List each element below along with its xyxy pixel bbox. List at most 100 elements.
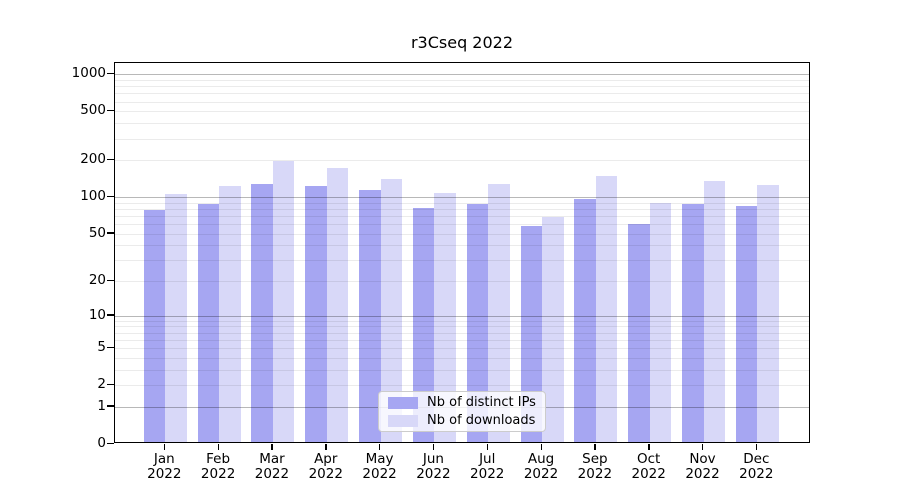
- bar-distinct-ips: [682, 204, 704, 442]
- gridline-major: [115, 197, 809, 199]
- x-axis-tick-mark: [432, 444, 435, 450]
- x-axis-tick-mark: [379, 444, 381, 450]
- month-year: 2022: [416, 466, 451, 482]
- gridline-minor: [115, 385, 809, 387]
- x-axis-month-label: Apr 2022: [296, 452, 356, 482]
- gridline-minor: [115, 332, 809, 334]
- gridline-minor: [115, 202, 809, 204]
- bar-distinct-ips: [466, 203, 489, 442]
- x-axis-tick-mark: [594, 444, 596, 450]
- month-year: 2022: [523, 466, 559, 482]
- gridline-minor: [115, 348, 809, 350]
- bar-distinct-ips: [520, 225, 543, 442]
- month-name: Jul: [479, 451, 496, 467]
- legend-item-downloads: Nb of downloads: [388, 413, 536, 428]
- x-axis-tick-mark: [271, 444, 273, 450]
- bar-distinct-ips: [305, 186, 327, 442]
- legend-swatch-downloads: [388, 414, 418, 427]
- y-axis-tick-mark: [107, 195, 114, 197]
- bar-distinct-ips: [412, 208, 435, 442]
- month-year: 2022: [147, 466, 182, 482]
- bar-downloads: [488, 183, 510, 442]
- gridline-minor: [115, 86, 809, 88]
- month-name: Mar: [259, 451, 285, 467]
- x-axis-month-label: Aug 2022: [511, 452, 571, 482]
- x-axis-tick-mark: [163, 444, 166, 450]
- gridline-minor: [115, 369, 809, 371]
- month-name: Nov: [689, 451, 716, 467]
- x-axis-month-label: Jun 2022: [403, 452, 463, 482]
- gridline-minor: [115, 111, 809, 113]
- month-year: 2022: [362, 466, 397, 482]
- month-name: Jun: [422, 451, 444, 467]
- y-axis-tick-label: 10: [88, 306, 106, 323]
- bar-downloads: [219, 186, 241, 442]
- x-axis-tick-mark: [217, 444, 219, 450]
- bar-downloads: [272, 160, 295, 442]
- y-axis-tick-label: 0: [97, 435, 106, 451]
- gridline-minor: [115, 326, 809, 328]
- y-axis-tick-mark: [107, 442, 114, 444]
- month-year: 2022: [470, 466, 505, 482]
- month-year: 2022: [631, 466, 666, 482]
- y-axis-tick-mark: [107, 405, 114, 407]
- gridline-minor: [115, 208, 809, 210]
- x-axis-month-label: Mar 2022: [242, 452, 302, 482]
- x-axis-month-label: Feb 2022: [188, 452, 248, 482]
- month-name: Aug: [527, 451, 555, 467]
- bar-downloads: [434, 192, 456, 442]
- legend-label-distinct-ips: Nb of distinct IPs: [427, 395, 536, 410]
- gridline-minor: [115, 233, 809, 235]
- bar-downloads: [595, 176, 618, 442]
- x-axis-tick-mark: [325, 444, 327, 450]
- month-year: 2022: [308, 466, 343, 482]
- x-axis-month-label: May 2022: [350, 452, 410, 482]
- x-axis-tick-mark: [702, 444, 704, 450]
- y-axis-tick-mark: [107, 279, 114, 282]
- y-axis-tick-mark: [107, 158, 114, 161]
- x-axis-tick-mark: [486, 444, 489, 450]
- month-year: 2022: [254, 466, 290, 482]
- y-axis-tick-mark: [107, 109, 114, 112]
- gridline-minor: [115, 93, 809, 95]
- y-axis-tick-label: 1000: [71, 65, 106, 82]
- month-name: Apr: [314, 451, 338, 467]
- y-axis-tick-label: 5: [97, 339, 106, 356]
- bar-distinct-ips: [628, 224, 650, 442]
- bar-downloads: [165, 194, 187, 442]
- bar-distinct-ips: [359, 190, 381, 442]
- y-axis-tick-label: 20: [88, 272, 106, 289]
- legend-label-downloads: Nb of downloads: [427, 413, 536, 428]
- legend: Nb of distinct IPs Nb of downloads: [378, 391, 546, 432]
- month-name: Sep: [582, 451, 608, 467]
- y-axis-tick-label: 1: [97, 397, 106, 414]
- bar-downloads: [757, 184, 779, 442]
- month-year: 2022: [739, 466, 774, 482]
- month-name: Feb: [206, 451, 231, 467]
- y-axis-tick-label: 50: [88, 224, 106, 241]
- plot-area: [114, 62, 810, 443]
- bar-downloads: [649, 202, 672, 442]
- bar-downloads: [380, 179, 403, 442]
- month-year: 2022: [577, 466, 613, 482]
- gridline-minor: [115, 245, 809, 247]
- chart-title: r3Cseq 2022: [410, 33, 514, 52]
- gridline-minor: [115, 320, 809, 322]
- y-axis-tick-mark: [107, 314, 114, 316]
- x-axis-month-label: Nov 2022: [673, 452, 733, 482]
- bar-distinct-ips: [251, 184, 273, 442]
- bar-downloads: [326, 168, 349, 442]
- gridline-major: [115, 74, 809, 76]
- month-name: Oct: [637, 451, 661, 467]
- gridline-minor: [115, 357, 809, 359]
- gridline-major: [115, 315, 809, 317]
- month-name: May: [365, 451, 394, 467]
- gridline-minor: [115, 281, 809, 283]
- gridline-minor: [115, 160, 809, 162]
- x-axis-tick-mark: [755, 444, 758, 450]
- gridline-minor: [115, 80, 809, 82]
- x-axis-month-label: Oct 2022: [619, 452, 679, 482]
- gridline-minor: [115, 260, 809, 262]
- x-axis-tick-mark: [540, 444, 542, 450]
